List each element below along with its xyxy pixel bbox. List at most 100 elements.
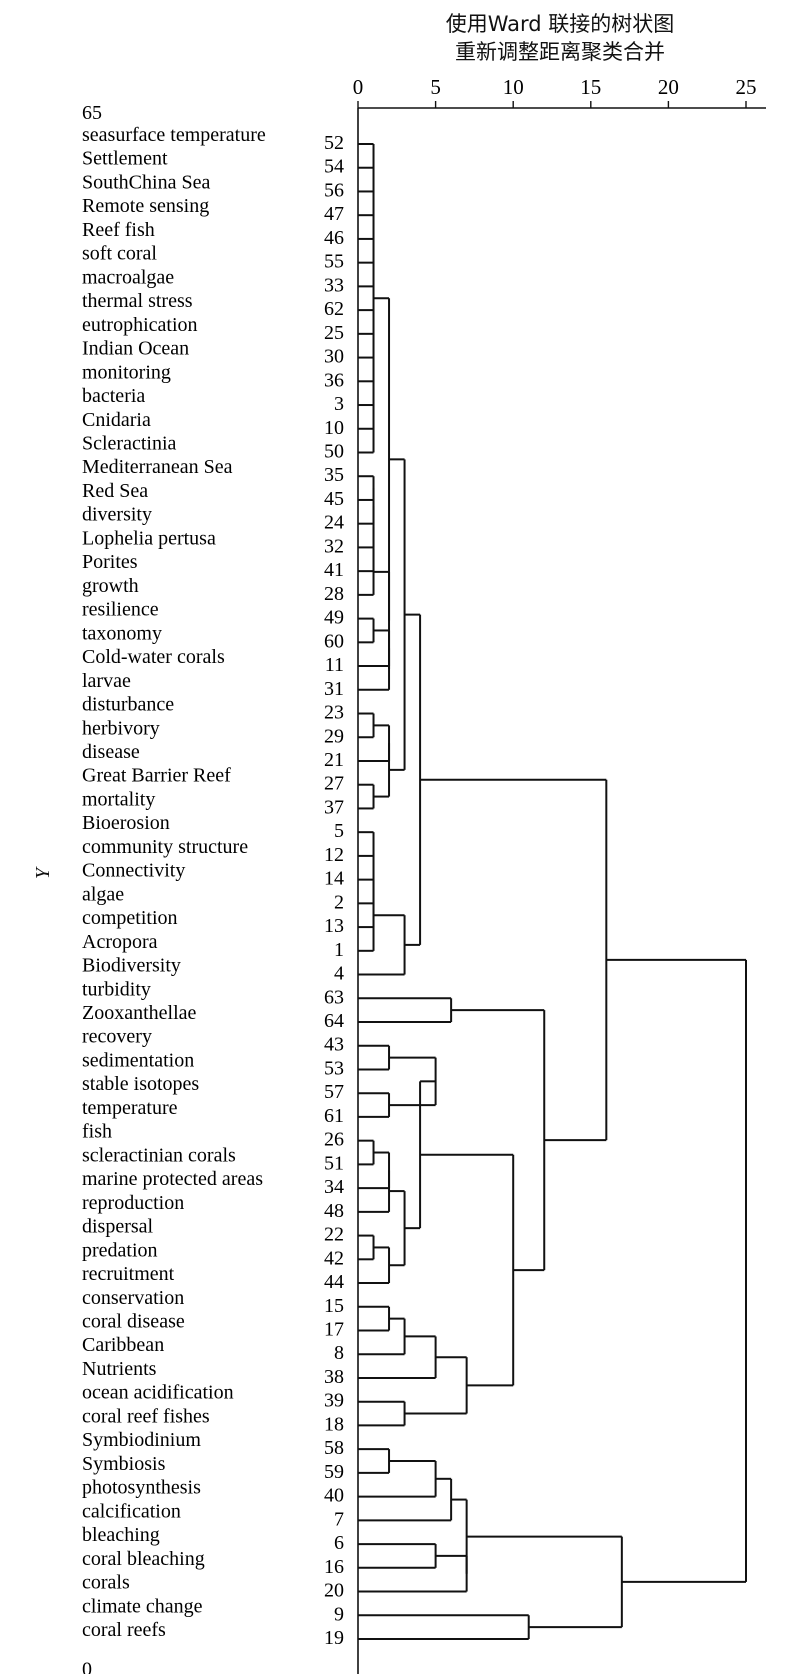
leaf-id: 38 (324, 1366, 344, 1388)
leaf-id: 21 (324, 749, 344, 771)
leaf-id: 63 (324, 986, 344, 1008)
leaf-id: 64 (324, 1010, 344, 1032)
leaf-label: temperature (82, 1097, 178, 1119)
leaf-label: coral reef fishes (82, 1405, 210, 1427)
leaf-id: 48 (324, 1200, 344, 1222)
leaf-label: Remote sensing (82, 195, 209, 217)
leaf-label: Zooxanthellae (82, 1002, 197, 1024)
bottom-marker-label: 0 (82, 1659, 92, 1674)
leaf-label: Biodiversity (82, 955, 181, 977)
leaf-id: 59 (324, 1461, 344, 1483)
leaf-id: 18 (324, 1413, 344, 1435)
leaf-id: 6 (334, 1532, 344, 1554)
leaf-id: 35 (324, 464, 344, 486)
chart-title: 使用Ward 联接的树状图 (445, 12, 675, 36)
leaf-id: 7 (334, 1508, 344, 1530)
leaf-id: 26 (324, 1129, 344, 1151)
leaf-label: sedimentation (82, 1049, 194, 1071)
leaf-id: 43 (324, 1034, 344, 1056)
leaf-id: 45 (324, 488, 344, 510)
leaf-id: 36 (324, 369, 344, 391)
leaf-label: eutrophication (82, 314, 198, 336)
leaf-label: Nutrients (82, 1358, 157, 1380)
leaf-id: 16 (324, 1556, 344, 1578)
leaf-label: bacteria (82, 385, 145, 407)
leaf-label: thermal stress (82, 290, 193, 312)
x-tick-label: 25 (736, 75, 757, 99)
leaf-label: reproduction (82, 1192, 184, 1214)
leaf-id: 27 (324, 773, 344, 795)
leaf-label: Settlement (82, 148, 168, 170)
leaf-label: Mediterranean Sea (82, 456, 233, 478)
leaf-id: 41 (324, 559, 344, 581)
leaf-id: 58 (324, 1437, 344, 1459)
leaf-label: Reef fish (82, 219, 155, 241)
leaf-label: recovery (82, 1026, 152, 1048)
leaf-id: 47 (324, 203, 344, 225)
leaf-label: stable isotopes (82, 1073, 199, 1095)
leaf-label: Lophelia pertusa (82, 527, 216, 549)
leaf-id: 17 (324, 1319, 344, 1341)
leaf-id: 11 (325, 654, 344, 676)
leaf-label: Symbiosis (82, 1453, 166, 1475)
leaf-id: 39 (324, 1390, 344, 1412)
leaf-id: 2 (334, 891, 344, 913)
top-marker-label: 65 (82, 102, 102, 124)
leaf-label: diversity (82, 504, 152, 526)
leaf-label: Porites (82, 551, 138, 573)
leaf-label: disease (82, 741, 140, 763)
leaf-id: 34 (324, 1176, 344, 1198)
leaf-id: 53 (324, 1057, 344, 1079)
leaf-id: 44 (324, 1271, 344, 1293)
leaf-label: monitoring (82, 361, 171, 383)
leaf-label: disturbance (82, 694, 174, 716)
leaf-label: corals (82, 1572, 130, 1594)
leaf-label: competition (82, 907, 178, 929)
leaf-id: 23 (324, 702, 344, 724)
leaf-label: growth (82, 575, 139, 597)
leaf-label: herbivory (82, 717, 160, 739)
leaf-label: coral disease (82, 1311, 185, 1333)
leaf-label: community structure (82, 836, 248, 858)
x-tick-label: 5 (430, 75, 441, 99)
leaf-label: marine protected areas (82, 1168, 263, 1190)
leaf-id: 5 (334, 820, 344, 842)
leaf-id: 14 (324, 868, 344, 890)
x-tick-label: 15 (580, 75, 601, 99)
leaf-id: 15 (324, 1295, 344, 1317)
leaf-label: SouthChina Sea (82, 171, 210, 193)
leaf-label: mortality (82, 788, 155, 810)
leaf-label: Symbiodinium (82, 1429, 201, 1451)
leaf-id: 20 (324, 1580, 344, 1602)
leaf-id: 19 (324, 1627, 344, 1649)
leaf-id: 46 (324, 227, 344, 249)
leaf-label: Caribbean (82, 1334, 164, 1356)
leaf-id: 37 (324, 796, 344, 818)
leaf-label: Cold-water corals (82, 646, 225, 668)
leaf-id: 8 (334, 1342, 344, 1364)
chart-subtitle: 重新调整距离聚类合并 (455, 40, 665, 64)
leaf-id: 29 (324, 725, 344, 747)
leaf-label: calcification (82, 1500, 181, 1522)
leaf-id: 4 (334, 963, 344, 985)
leaf-label: coral reefs (82, 1619, 166, 1641)
leaf-id: 31 (324, 678, 344, 700)
leaf-id: 24 (324, 512, 344, 534)
leaf-label: Great Barrier Reef (82, 765, 231, 787)
leaf-id: 55 (324, 251, 344, 273)
leaf-id: 9 (334, 1603, 344, 1625)
leaf-label: Red Sea (82, 480, 148, 502)
leaf-label: turbidity (82, 978, 151, 1000)
leaf-id: 49 (324, 607, 344, 629)
leaf-label: Bioerosion (82, 812, 170, 834)
leaf-id: 22 (324, 1224, 344, 1246)
leaf-id: 1 (334, 939, 344, 961)
leaf-label: conservation (82, 1287, 184, 1309)
x-tick-label: 10 (503, 75, 524, 99)
leaf-id: 57 (324, 1081, 344, 1103)
leaf-id: 60 (324, 630, 344, 652)
leaf-label: algae (82, 883, 124, 905)
leaf-label: recruitment (82, 1263, 175, 1285)
leaf-label: taxonomy (82, 622, 162, 644)
